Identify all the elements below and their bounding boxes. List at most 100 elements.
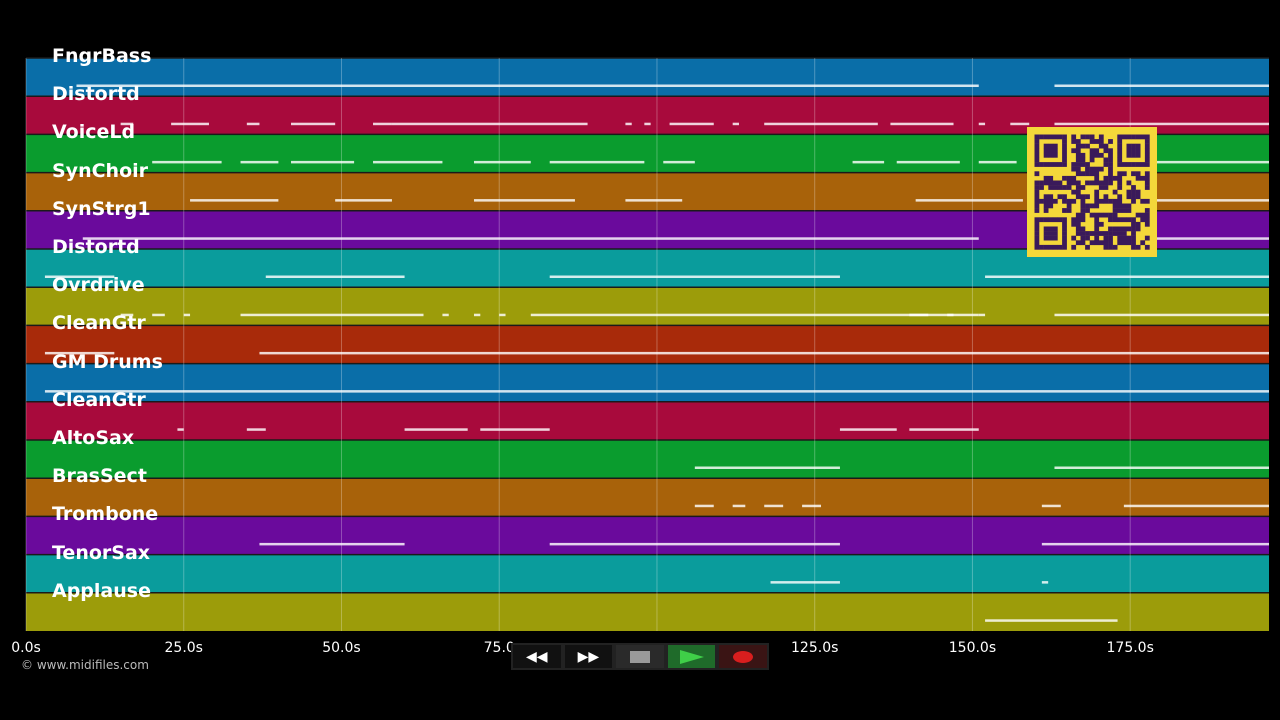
time-tick-label: 0.0s (11, 640, 41, 656)
qr-module (1075, 180, 1081, 186)
qr-module (1057, 217, 1063, 223)
qr-module (1034, 226, 1040, 232)
rewind-button[interactable]: ◀◀ (513, 645, 561, 668)
track-label: VoiceLd (52, 121, 136, 144)
qr-module (1140, 162, 1146, 167)
qr-module (1126, 217, 1132, 223)
stop-button[interactable] (616, 645, 664, 668)
qr-module (1085, 203, 1090, 209)
note-bar (1054, 313, 1269, 317)
qr-module (1135, 171, 1141, 177)
qr-module (1121, 226, 1127, 232)
note-bar (1054, 84, 1269, 88)
qr-module (1085, 134, 1090, 140)
qr-module (1131, 194, 1136, 200)
note-bar (1041, 542, 1269, 546)
note-bar (473, 199, 575, 202)
qr-module (1071, 175, 1077, 181)
note-bar (373, 122, 392, 126)
qr-module (1117, 235, 1123, 241)
note-bar (82, 237, 979, 240)
qr-module (1121, 231, 1127, 236)
qr-module (1144, 180, 1150, 186)
qr-module (1098, 152, 1104, 158)
note-bar (978, 122, 986, 126)
qr-module (1103, 185, 1109, 190)
qr-module (1071, 180, 1077, 186)
qr-module (1094, 203, 1100, 209)
note-bar (732, 504, 746, 508)
qr-module (1066, 185, 1072, 190)
qr-module (1094, 235, 1100, 241)
qr-module (1075, 139, 1081, 144)
qr-module (1144, 212, 1150, 218)
note-bar (152, 313, 165, 317)
time-tick-label: 150.0s (948, 640, 997, 656)
qr-module (1108, 235, 1113, 241)
qr-module (1089, 139, 1095, 144)
qr-module (1071, 166, 1077, 172)
play-button[interactable] (667, 645, 716, 668)
note-bar (240, 313, 424, 317)
qr-module (1089, 212, 1095, 218)
fast-forward-button[interactable]: ▶▶ (564, 645, 613, 668)
qr-module (1126, 143, 1132, 149)
qr-module (1075, 185, 1081, 190)
note-bar (839, 428, 897, 431)
note-bar (120, 313, 134, 317)
qr-module (1094, 148, 1100, 154)
qr-module (1126, 162, 1132, 167)
note-bar (909, 428, 979, 431)
track-band (26, 440, 1269, 479)
qr-module (1080, 171, 1086, 177)
qr-module (1131, 226, 1136, 232)
track-band (26, 58, 1269, 97)
qr-module (1131, 185, 1136, 190)
note-bar (404, 428, 468, 431)
qr-module (1126, 189, 1132, 195)
track-label: Distortd (52, 236, 140, 258)
qr-module (1089, 240, 1095, 246)
qr-module (1144, 208, 1150, 213)
qr-module (1057, 185, 1063, 190)
qr-module (1080, 185, 1086, 190)
record-icon (733, 650, 754, 663)
note-bar (978, 313, 986, 317)
qr-module (1144, 157, 1150, 163)
qr-module (1117, 162, 1123, 167)
qr-module (1071, 198, 1077, 204)
qr-module (1080, 240, 1086, 246)
qr-module (1144, 162, 1150, 167)
record-button[interactable] (719, 645, 767, 668)
qr-module (1034, 139, 1040, 144)
note-bar (1142, 160, 1269, 164)
note-bar (732, 122, 739, 126)
qr-module (1094, 171, 1100, 177)
qr-module (1052, 180, 1058, 186)
track-band (26, 401, 1269, 440)
qr-module (1126, 208, 1132, 213)
qr-module (1080, 203, 1086, 209)
qr-module (1131, 189, 1136, 195)
qr-module (1048, 217, 1054, 223)
qr-module (1034, 221, 1040, 227)
qr-module (1062, 157, 1067, 163)
qr-module (1034, 240, 1040, 246)
qr-module (1126, 194, 1132, 200)
qr-module (1062, 231, 1067, 236)
qr-module (1108, 152, 1113, 158)
qr-module (1085, 180, 1090, 186)
qr-module (1048, 152, 1054, 158)
qr-module (1043, 217, 1049, 223)
note-bar (183, 313, 191, 317)
qr-module (1103, 244, 1109, 250)
qr-module (1140, 198, 1146, 204)
track-band (26, 478, 1269, 517)
qr-module (1112, 212, 1118, 218)
qr-module (1034, 162, 1040, 167)
qr-module (1126, 148, 1132, 154)
note-bar (694, 466, 840, 470)
qr-module (1135, 148, 1141, 154)
qr-module (1089, 203, 1095, 209)
qr-module (1108, 180, 1113, 186)
